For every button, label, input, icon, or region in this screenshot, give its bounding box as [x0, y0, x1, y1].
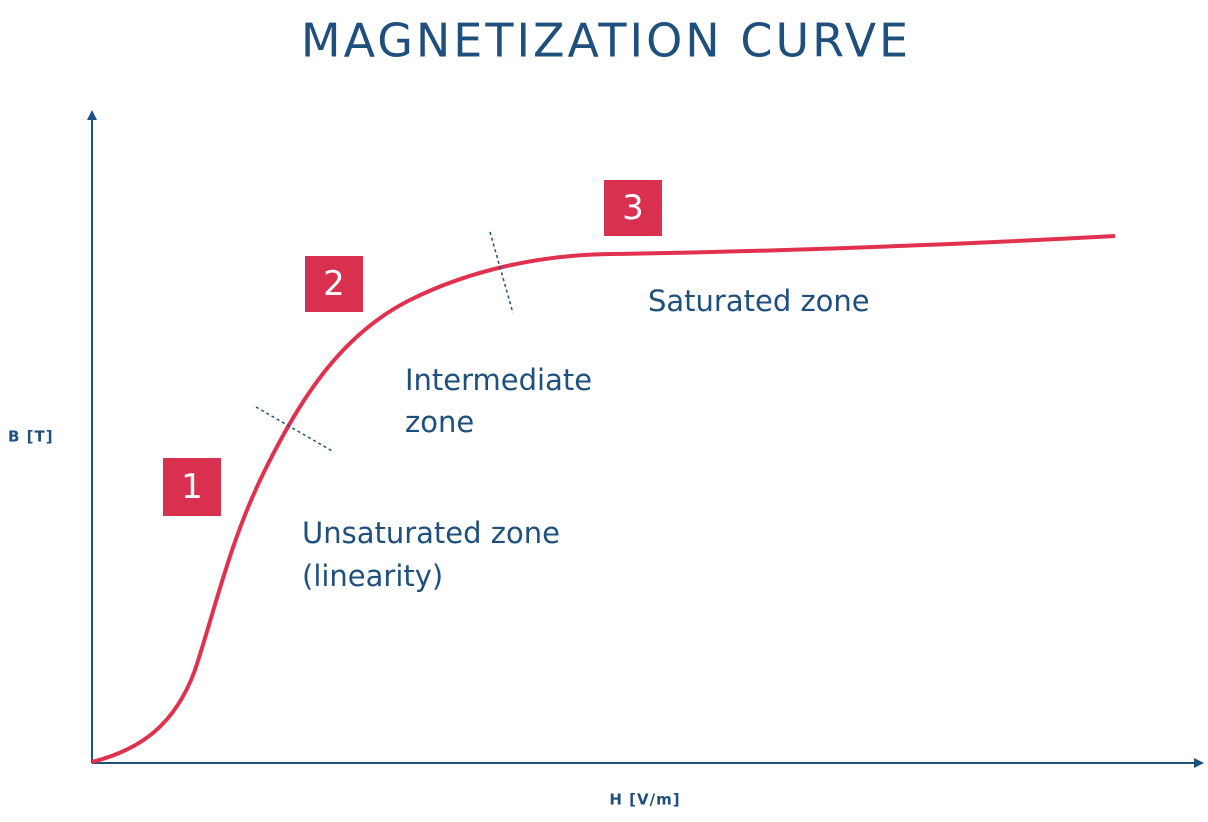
zone-number: 1	[181, 467, 203, 507]
curve	[91, 234, 1116, 764]
zone-badge	[604, 180, 662, 236]
title: MAGNETIZATION CURVE	[301, 14, 911, 68]
zone-label: Saturated zone	[648, 284, 870, 318]
zone-label: (linearity)	[302, 559, 443, 593]
zone-label: zone	[405, 405, 474, 439]
zone-label: Intermediate	[405, 363, 592, 397]
zone-divider	[489, 231, 514, 314]
zone-number: 2	[323, 264, 345, 304]
zone-label: Unsaturated zone	[302, 516, 560, 550]
y-axis-label: B [T]	[8, 428, 54, 446]
x-axis-label: H [V/m]	[609, 791, 680, 809]
zone-badge	[305, 256, 363, 312]
zone-badge	[163, 458, 221, 516]
zone-number: 3	[622, 188, 644, 228]
